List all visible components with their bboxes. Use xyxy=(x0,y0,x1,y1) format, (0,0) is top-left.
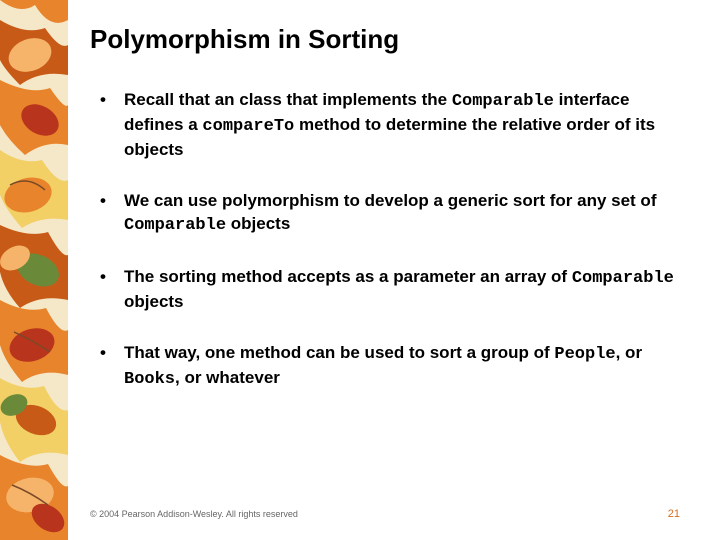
copyright-text: © 2004 Pearson Addison-Wesley. All right… xyxy=(90,509,298,519)
page-number: 21 xyxy=(668,508,680,520)
bullet-item: The sorting method accepts as a paramete… xyxy=(90,266,680,314)
bullet-item: Recall that an class that implements the… xyxy=(90,89,680,162)
slide-title: Polymorphism in Sorting xyxy=(90,24,680,55)
slide-footer: © 2004 Pearson Addison-Wesley. All right… xyxy=(90,508,680,520)
bullet-item: We can use polymorphism to develop a gen… xyxy=(90,190,680,238)
decorative-leaf-strip xyxy=(0,0,68,540)
slide-content: Polymorphism in Sorting Recall that an c… xyxy=(90,24,680,490)
bullet-item: That way, one method can be used to sort… xyxy=(90,342,680,392)
bullet-list: Recall that an class that implements the… xyxy=(90,89,680,391)
